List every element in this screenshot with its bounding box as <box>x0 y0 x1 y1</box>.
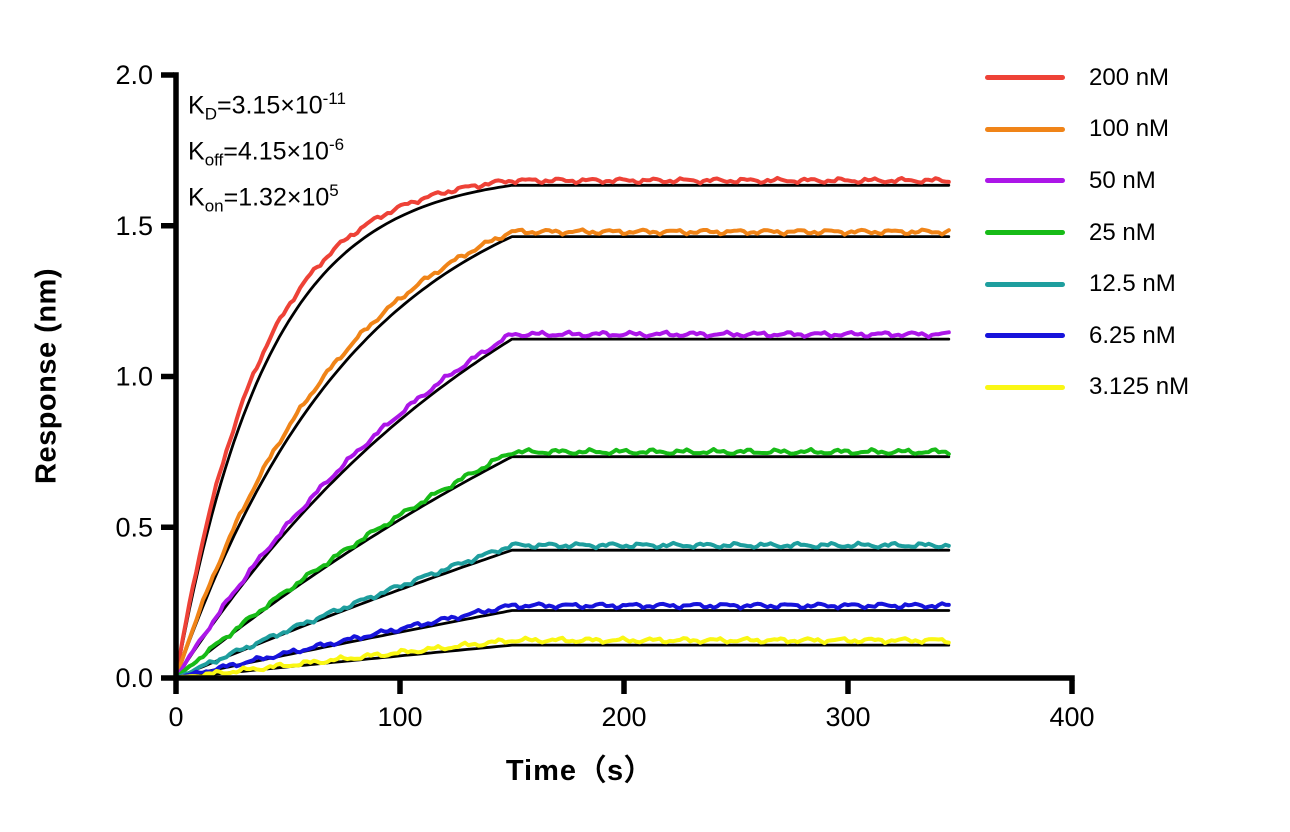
legend-item: 25 nM <box>985 207 1189 259</box>
kd-annotation: KD=3.15×10-11 <box>188 76 346 124</box>
series-curve <box>174 601 951 680</box>
legend-color-line <box>985 281 1065 287</box>
series-curve <box>174 175 951 680</box>
legend-label: 200 nM <box>1089 63 1170 91</box>
series-curve <box>174 227 951 680</box>
legend-item: 3.125 nM <box>985 362 1189 414</box>
legend-item: 200 nM <box>985 52 1189 104</box>
legend-item: 50 nM <box>985 155 1189 207</box>
kd-exponent: -11 <box>322 89 346 108</box>
legend-label: 3.125 nM <box>1089 373 1190 401</box>
koff-exponent: -6 <box>328 135 345 154</box>
legend-color-line <box>985 230 1065 236</box>
legend-color-line <box>985 333 1065 339</box>
axes-frame <box>173 72 1075 681</box>
legend-label: 100 nM <box>1089 115 1170 143</box>
y-tick-label: 1.5 <box>115 211 153 241</box>
koff-annotation: Koff=4.15×10-6 <box>188 122 346 170</box>
x-tick-label: 100 <box>377 702 422 732</box>
kon-exponent: 5 <box>329 181 339 200</box>
kon-value: =1.32×10 <box>223 183 330 212</box>
kon-subscript: on <box>204 196 224 216</box>
legend: 200 nM 100 nM 50 nM 25 nM 12.5 nM 6.25 nM 3.12… <box>985 52 1189 413</box>
fit-curve <box>174 337 951 680</box>
kd-symbol: K <box>188 91 205 120</box>
x-tick-label: 200 <box>601 702 646 732</box>
koff-symbol: K <box>188 137 205 166</box>
kon-symbol: K <box>188 183 205 212</box>
legend-label: 25 nM <box>1089 218 1156 246</box>
x-tick-label: 400 <box>1049 702 1094 732</box>
series-curve <box>174 329 951 680</box>
x-tick-label: 0 <box>168 702 183 732</box>
series-curve <box>174 540 951 680</box>
x-axis-title: Time（s） <box>505 755 655 787</box>
y-tick-label: 1.0 <box>115 362 153 392</box>
legend-color-line <box>985 75 1065 81</box>
koff-value: =4.15×10 <box>223 137 329 166</box>
kd-subscript: D <box>204 104 217 124</box>
fit-curve <box>174 183 951 680</box>
legend-color-line <box>985 178 1065 184</box>
fit-curve <box>174 235 951 680</box>
legend-color-line <box>985 126 1065 132</box>
legend-label: 50 nM <box>1089 166 1156 194</box>
legend-color-line <box>985 384 1065 390</box>
legend-item: 6.25 nM <box>985 310 1189 362</box>
kinetics-annotation: KD=3.15×10-11 Koff=4.15×10-6 Kon=1.32×10… <box>188 76 346 216</box>
series-curve <box>174 447 951 680</box>
legend-item: 12.5 nM <box>985 258 1189 310</box>
kd-value: =3.15×10 <box>216 91 323 120</box>
series-curve <box>174 635 951 680</box>
y-axis-title: Response (nm) <box>30 268 63 484</box>
legend-item: 100 nM <box>985 104 1189 156</box>
y-tick-label: 2.0 <box>115 60 153 90</box>
koff-subscript: off <box>204 150 224 170</box>
fit-curve <box>174 548 951 680</box>
y-tick-label: 0.0 <box>115 663 153 693</box>
legend-label: 12.5 nM <box>1089 270 1176 298</box>
kon-annotation: Kon=1.32×105 <box>188 168 346 216</box>
legend-label: 6.25 nM <box>1089 321 1176 349</box>
x-tick-label: 300 <box>825 702 870 732</box>
y-tick-label: 0.5 <box>115 512 153 542</box>
